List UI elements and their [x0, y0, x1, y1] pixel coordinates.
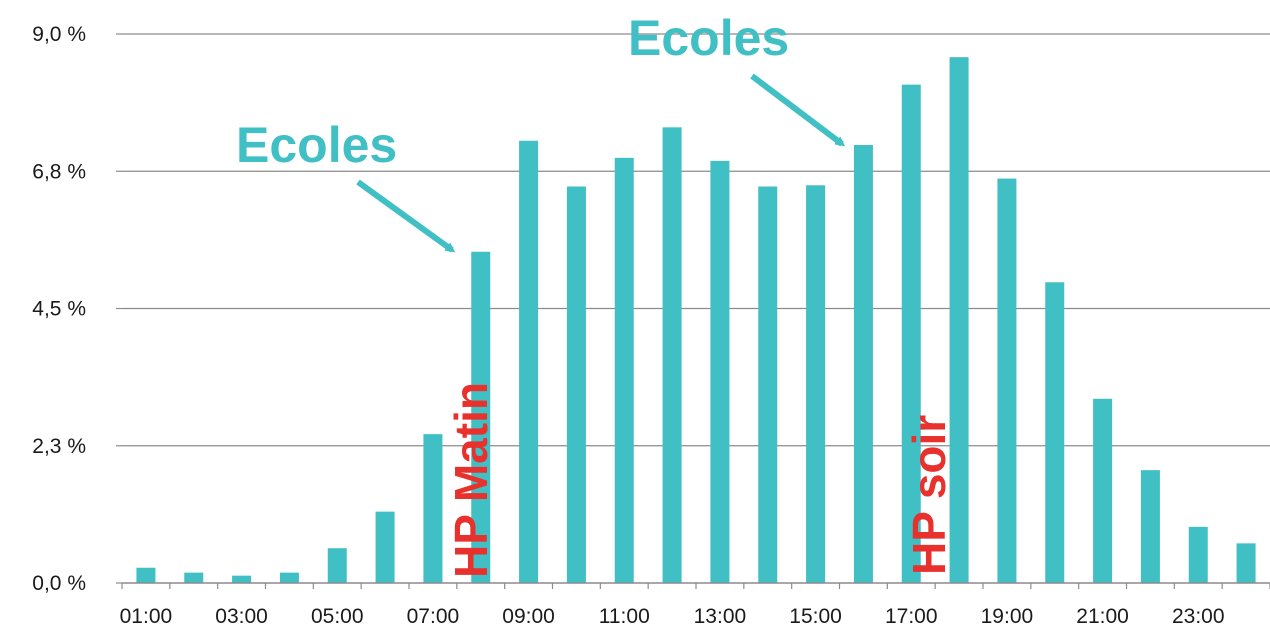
y-tick-label: 0,0 % — [32, 572, 86, 595]
bar-1600 — [854, 145, 873, 583]
bar-1300 — [710, 161, 729, 583]
bar-1200 — [663, 127, 682, 583]
bar-0900 — [519, 141, 538, 583]
bar-1900 — [997, 179, 1016, 583]
x-tick-label: 05:00 — [311, 605, 364, 628]
x-tick-label: 15:00 — [789, 605, 842, 628]
x-tick-label: 11:00 — [599, 605, 650, 628]
bar-1000 — [567, 187, 586, 584]
x-tick-label: 03:00 — [215, 605, 268, 628]
bar-1100 — [615, 158, 634, 583]
bar-0200 — [184, 573, 203, 583]
x-axis-tick-labels: 01:00 03:00 05:00 07:00 09:00 11:00 13:00 15:00… — [120, 605, 1225, 628]
annotation-hp-matin: HP Matin — [445, 382, 497, 578]
y-tick-label: 6,8 % — [32, 160, 86, 183]
bar-1500 — [806, 185, 825, 583]
bar-0300 — [232, 576, 251, 583]
x-tick-label: 21:00 — [1076, 605, 1129, 628]
gridlines — [122, 34, 1270, 446]
annotation-arrow-evening — [752, 76, 842, 144]
bar-2300 — [1189, 527, 1208, 583]
bar-1400 — [758, 187, 777, 584]
y-axis-tick-labels: 0,0 % 2,3 % 4,5 % 6,8 % 9,0 % — [32, 23, 86, 595]
annotation-arrow-morning — [358, 182, 452, 250]
bar-0500 — [328, 548, 347, 583]
bar-2000 — [1045, 282, 1064, 583]
annotation-hp-soir: HP soir — [903, 415, 955, 575]
annotations: Ecoles Ecoles HP Matin HP soir — [236, 10, 955, 578]
bar-0700 — [423, 434, 442, 583]
y-tick-label: 2,3 % — [32, 435, 86, 458]
x-tick-label: 07:00 — [407, 605, 460, 628]
bar-2400 — [1237, 543, 1256, 583]
y-tick-label: 9,0 % — [32, 23, 86, 46]
annotation-ecoles-morning: Ecoles — [236, 117, 397, 173]
bar-2200 — [1141, 470, 1160, 583]
x-tick-label: 01:00 — [120, 605, 173, 628]
x-tick-label: 13:00 — [694, 605, 747, 628]
x-tick-label: 23:00 — [1172, 605, 1225, 628]
bar-0400 — [280, 573, 299, 583]
x-tick-label: 19:00 — [981, 605, 1034, 628]
bar-2100 — [1093, 399, 1112, 583]
x-tick-label: 17:00 — [885, 605, 938, 628]
bar-0600 — [376, 512, 395, 583]
bar-0100 — [136, 568, 155, 583]
y-tick-label: 4,5 % — [32, 298, 86, 321]
x-tick-label: 09:00 — [502, 605, 555, 628]
annotation-ecoles-evening: Ecoles — [628, 10, 789, 66]
